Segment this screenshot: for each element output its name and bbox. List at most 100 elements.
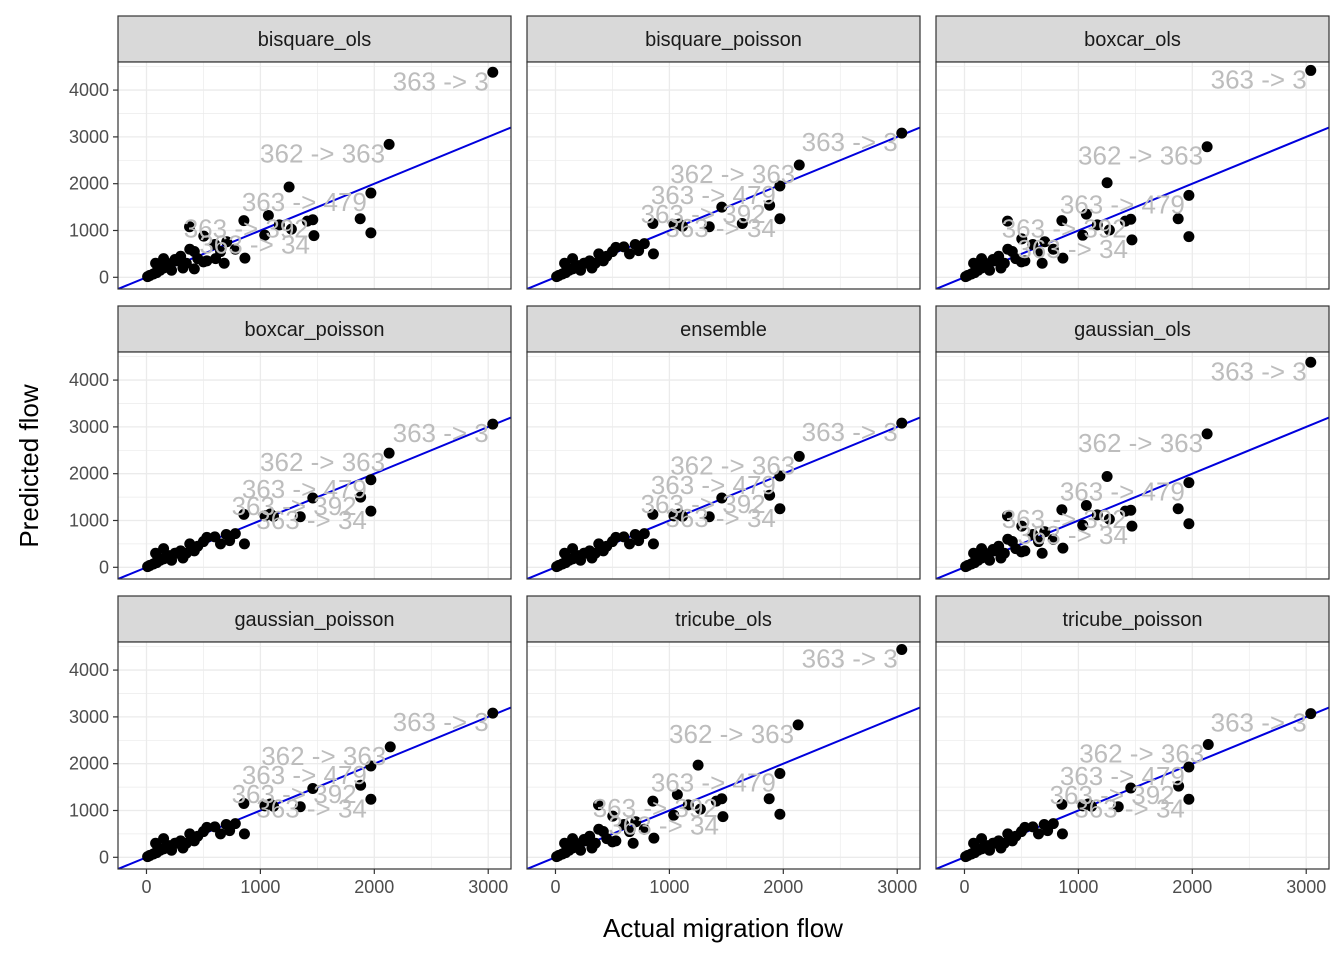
x-tick-label: 0 (141, 877, 151, 897)
point-label: 362 -> 363 (1078, 141, 1203, 171)
labeled-point (1202, 739, 1214, 751)
point-label: 363 -> 34 (199, 230, 310, 260)
data-point (1077, 800, 1089, 812)
data-point (1019, 821, 1031, 833)
point-label: 363 -> 392 (593, 793, 718, 823)
x-tick-label: 1000 (1058, 877, 1098, 897)
data-point (995, 262, 1007, 274)
data-point (166, 264, 178, 276)
data-point (198, 230, 210, 242)
panel-background (118, 62, 511, 289)
data-point (668, 510, 680, 522)
data-point (647, 538, 659, 550)
y-tick-label: 3000 (69, 417, 109, 437)
labeled-point (1305, 64, 1317, 76)
labeled-point (1183, 793, 1195, 805)
data-point (220, 819, 232, 831)
data-point (960, 561, 972, 573)
data-point (1002, 243, 1014, 255)
panel-background (936, 642, 1329, 869)
point-label: 363 -> 34 (665, 213, 776, 243)
data-point (610, 241, 622, 253)
data-point (610, 531, 622, 543)
point-label: 363 -> 3 (1211, 64, 1307, 94)
data-point (184, 243, 196, 255)
data-point (676, 220, 688, 232)
x-axis-title: Actual migration flow (603, 913, 843, 943)
data-point (150, 547, 162, 559)
facet-panel: bisquare_ols 363 -> 3 362 -> 363 363 -> 479… (69, 15, 512, 290)
data-point (229, 528, 241, 540)
data-point (221, 236, 233, 248)
facet-title: tricube_ols (675, 609, 772, 631)
data-point (1038, 819, 1050, 831)
data-point (1172, 213, 1184, 225)
labeled-point (896, 417, 908, 429)
x-tick-label: 2000 (1172, 877, 1212, 897)
point-label: 363 -> 3 (802, 127, 898, 157)
labeled-point (1305, 708, 1317, 720)
data-point (1091, 509, 1103, 521)
facet-strip (117, 595, 512, 643)
data-point (1056, 215, 1068, 227)
data-point (988, 255, 1000, 267)
data-point (676, 510, 688, 522)
data-point (703, 221, 715, 233)
point-label: 363 -> 34 (1017, 234, 1128, 264)
y-tick-label: 2000 (69, 754, 109, 774)
point-label: 363 -> 479 (242, 474, 367, 504)
labeled-point (487, 66, 499, 78)
data-point (671, 789, 683, 801)
data-point (1077, 229, 1089, 241)
labeled-point (365, 760, 377, 772)
labeled-point (1125, 782, 1137, 794)
data-point (238, 797, 250, 809)
data-point (1101, 177, 1113, 189)
labeled-point (764, 199, 776, 211)
data-point (567, 833, 579, 845)
point-label: 363 -> 3 (802, 643, 898, 673)
data-point (1016, 520, 1028, 532)
labeled-point (1183, 189, 1195, 201)
point-label: 363 -> 34 (256, 505, 367, 535)
data-point (703, 511, 715, 523)
data-point (648, 832, 660, 844)
data-point (694, 803, 706, 815)
y-tick-label: 1000 (69, 800, 109, 820)
point-label: 363 -> 392 (184, 214, 309, 244)
data-point (1033, 828, 1045, 840)
y-tick-label: 1000 (69, 220, 109, 240)
labeled-point (774, 470, 786, 482)
x-tick-label: 3000 (468, 877, 508, 897)
data-point (960, 271, 972, 283)
labeled-point (774, 768, 786, 780)
data-point (273, 219, 285, 231)
labeled-point (764, 489, 776, 501)
y-tick-label: 4000 (69, 660, 109, 680)
facet-title: bisquare_ols (258, 29, 371, 51)
data-point (1002, 510, 1014, 522)
data-point (238, 538, 250, 550)
labeled-point (1126, 234, 1138, 246)
point-label: 362 -> 363 (1079, 739, 1204, 769)
point-label: 363 -> 479 (651, 470, 776, 500)
facet-strip (526, 15, 921, 63)
data-point (629, 529, 641, 541)
point-label: 363 -> 34 (1074, 793, 1185, 823)
panel-border (935, 351, 1330, 580)
data-point (575, 844, 587, 856)
data-point (170, 255, 182, 267)
data-point (1057, 542, 1069, 554)
point-label: 363 -> 34 (608, 811, 719, 841)
point-label: 363 -> 3 (1211, 356, 1307, 386)
panel-border (117, 61, 512, 290)
x-tick-label: 2000 (354, 877, 394, 897)
labeled-point (774, 213, 786, 225)
data-point (692, 759, 704, 771)
data-point (229, 818, 241, 830)
